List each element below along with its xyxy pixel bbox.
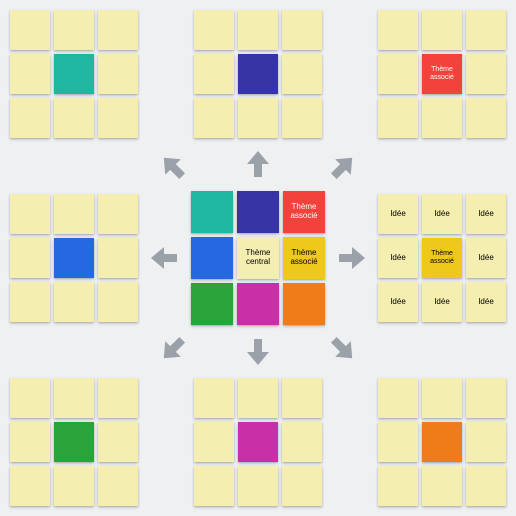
note-top_right-3[interactable] bbox=[378, 54, 418, 94]
note-top_right-4[interactable]: Thème associé bbox=[422, 54, 462, 94]
note-bot_left-8[interactable] bbox=[98, 466, 138, 506]
note-top_right-0[interactable] bbox=[378, 10, 418, 50]
note-top_left-8[interactable] bbox=[98, 98, 138, 138]
arrow-down-right bbox=[322, 328, 364, 370]
note-top_right-2[interactable] bbox=[466, 10, 506, 50]
note-center-6[interactable] bbox=[191, 283, 233, 325]
note-mid_left-2[interactable] bbox=[98, 194, 138, 234]
note-center-3[interactable] bbox=[191, 237, 233, 279]
note-top_left-4[interactable] bbox=[54, 54, 94, 94]
note-bot_mid-5[interactable] bbox=[282, 422, 322, 462]
note-center-5[interactable]: Thème associé bbox=[283, 237, 325, 279]
note-mid_left-6[interactable] bbox=[10, 282, 50, 322]
arrow-down-left bbox=[152, 328, 194, 370]
note-top_right-8[interactable] bbox=[466, 98, 506, 138]
note-bot_left-5[interactable] bbox=[98, 422, 138, 462]
arrow-down bbox=[243, 337, 273, 367]
note-bot_right-7[interactable] bbox=[422, 466, 462, 506]
note-bot_mid-1[interactable] bbox=[238, 378, 278, 418]
cluster-top_mid bbox=[194, 10, 322, 138]
note-bot_mid-3[interactable] bbox=[194, 422, 234, 462]
note-bot_mid-0[interactable] bbox=[194, 378, 234, 418]
note-top_left-3[interactable] bbox=[10, 54, 50, 94]
note-center-0[interactable] bbox=[191, 191, 233, 233]
note-mid_left-5[interactable] bbox=[98, 238, 138, 278]
cluster-mid_left bbox=[10, 194, 138, 322]
note-top_mid-1[interactable] bbox=[238, 10, 278, 50]
note-bot_left-6[interactable] bbox=[10, 466, 50, 506]
note-top_left-1[interactable] bbox=[54, 10, 94, 50]
note-mid_left-7[interactable] bbox=[54, 282, 94, 322]
note-center-7[interactable] bbox=[237, 283, 279, 325]
note-top_left-0[interactable] bbox=[10, 10, 50, 50]
note-bot_right-5[interactable] bbox=[466, 422, 506, 462]
note-bot_right-3[interactable] bbox=[378, 422, 418, 462]
note-bot_right-4[interactable] bbox=[422, 422, 462, 462]
note-mid_left-8[interactable] bbox=[98, 282, 138, 322]
arrow-left bbox=[149, 243, 179, 273]
note-center-2[interactable]: Thème associé bbox=[283, 191, 325, 233]
note-bot_right-6[interactable] bbox=[378, 466, 418, 506]
note-top_left-5[interactable] bbox=[98, 54, 138, 94]
note-mid_right-8[interactable]: Idée bbox=[466, 282, 506, 322]
arrow-up-left bbox=[152, 146, 194, 188]
note-center-8[interactable] bbox=[283, 283, 325, 325]
note-top_right-7[interactable] bbox=[422, 98, 462, 138]
note-top_right-1[interactable] bbox=[422, 10, 462, 50]
arrow-up-right bbox=[322, 146, 364, 188]
note-mid_right-5[interactable]: Idée bbox=[466, 238, 506, 278]
note-top_mid-5[interactable] bbox=[282, 54, 322, 94]
note-bot_right-2[interactable] bbox=[466, 378, 506, 418]
note-mid_right-4[interactable]: Thème associé bbox=[422, 238, 462, 278]
note-mid_left-4[interactable] bbox=[54, 238, 94, 278]
note-top_left-2[interactable] bbox=[98, 10, 138, 50]
note-bot_left-4[interactable] bbox=[54, 422, 94, 462]
note-bot_left-7[interactable] bbox=[54, 466, 94, 506]
note-bot_right-8[interactable] bbox=[466, 466, 506, 506]
note-bot_right-0[interactable] bbox=[378, 378, 418, 418]
note-bot_left-1[interactable] bbox=[54, 378, 94, 418]
cluster-bot_left bbox=[10, 378, 138, 506]
note-bot_right-1[interactable] bbox=[422, 378, 462, 418]
canvas: Thème associéThème associéThème centralT… bbox=[0, 0, 516, 516]
note-mid_right-3[interactable]: Idée bbox=[378, 238, 418, 278]
note-center-4[interactable]: Thème central bbox=[237, 237, 279, 279]
note-bot_mid-7[interactable] bbox=[238, 466, 278, 506]
note-top_left-7[interactable] bbox=[54, 98, 94, 138]
arrow-right bbox=[337, 243, 367, 273]
note-top_mid-4[interactable] bbox=[238, 54, 278, 94]
note-top_mid-0[interactable] bbox=[194, 10, 234, 50]
cluster-center: Thème associéThème centralThème associé bbox=[191, 191, 325, 325]
note-bot_mid-2[interactable] bbox=[282, 378, 322, 418]
note-bot_mid-6[interactable] bbox=[194, 466, 234, 506]
cluster-top_right: Thème associé bbox=[378, 10, 506, 138]
cluster-top_left bbox=[10, 10, 138, 138]
note-top_mid-3[interactable] bbox=[194, 54, 234, 94]
note-mid_right-0[interactable]: Idée bbox=[378, 194, 418, 234]
note-top_right-5[interactable] bbox=[466, 54, 506, 94]
note-top_left-6[interactable] bbox=[10, 98, 50, 138]
note-bot_left-0[interactable] bbox=[10, 378, 50, 418]
note-bot_left-3[interactable] bbox=[10, 422, 50, 462]
note-mid_right-7[interactable]: Idée bbox=[422, 282, 462, 322]
note-center-1[interactable] bbox=[237, 191, 279, 233]
note-top_mid-2[interactable] bbox=[282, 10, 322, 50]
note-mid_right-1[interactable]: Idée bbox=[422, 194, 462, 234]
note-top_mid-6[interactable] bbox=[194, 98, 234, 138]
note-top_mid-8[interactable] bbox=[282, 98, 322, 138]
cluster-mid_right: IdéeIdéeIdéeIdéeThème associéIdéeIdéeIdé… bbox=[378, 194, 506, 322]
note-mid_right-6[interactable]: Idée bbox=[378, 282, 418, 322]
cluster-bot_mid bbox=[194, 378, 322, 506]
note-top_right-6[interactable] bbox=[378, 98, 418, 138]
cluster-bot_right bbox=[378, 378, 506, 506]
note-bot_left-2[interactable] bbox=[98, 378, 138, 418]
note-mid_right-2[interactable]: Idée bbox=[466, 194, 506, 234]
note-top_mid-7[interactable] bbox=[238, 98, 278, 138]
note-mid_left-3[interactable] bbox=[10, 238, 50, 278]
note-bot_mid-4[interactable] bbox=[238, 422, 278, 462]
note-mid_left-0[interactable] bbox=[10, 194, 50, 234]
arrow-up bbox=[243, 149, 273, 179]
note-bot_mid-8[interactable] bbox=[282, 466, 322, 506]
note-mid_left-1[interactable] bbox=[54, 194, 94, 234]
